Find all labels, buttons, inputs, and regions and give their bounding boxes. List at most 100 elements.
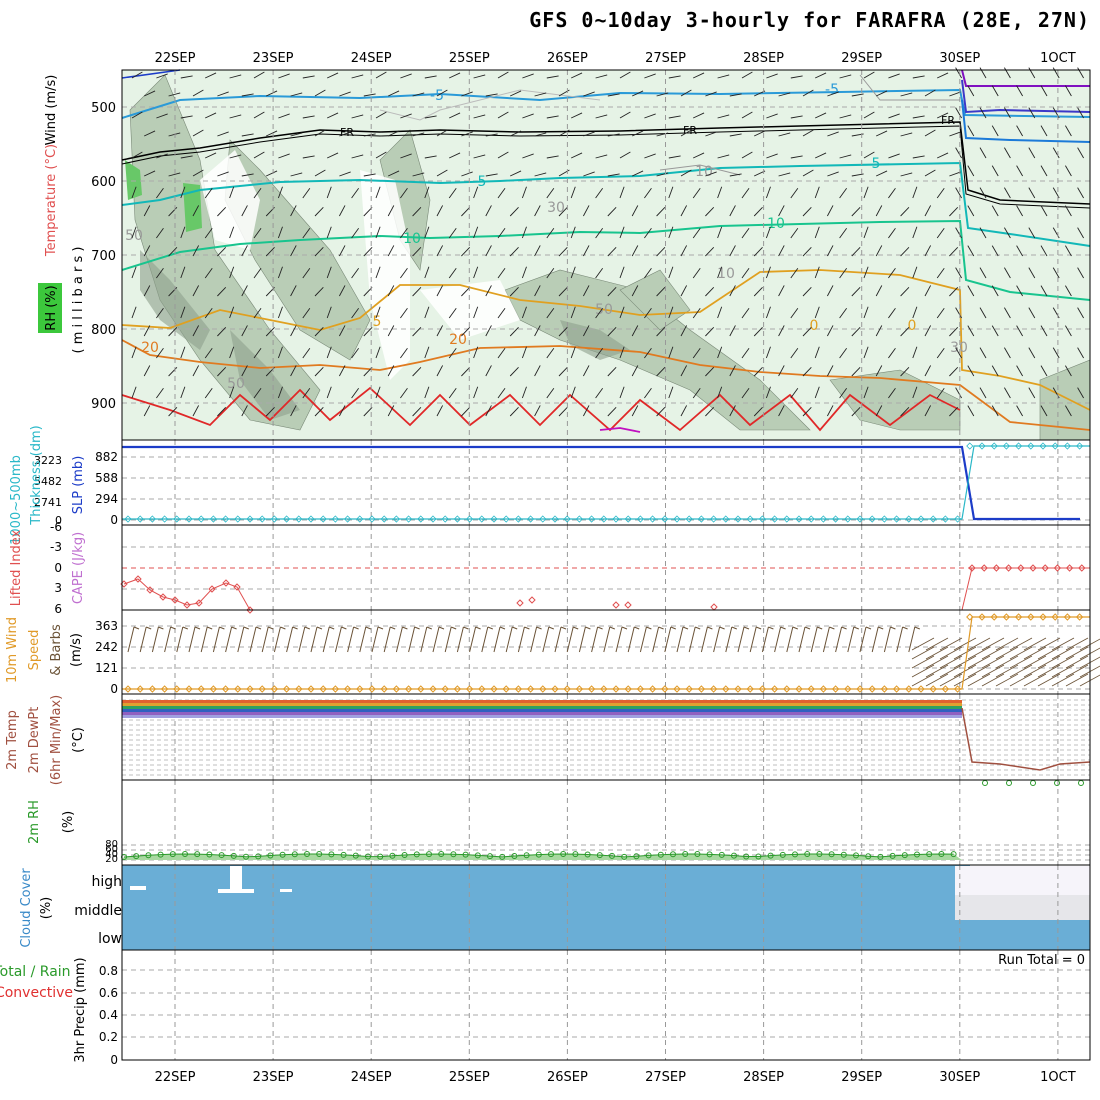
rh-marker [950,851,957,858]
wind-barb-10m [512,626,518,630]
wind-barb [949,207,959,217]
wind-barb [436,245,444,257]
wind-barb [204,268,213,279]
cloud-unit-label: (%) [39,897,54,920]
wind-barb [680,365,688,377]
wind-barb [156,228,164,239]
thickness-marker [722,515,730,523]
wind-barb [522,113,534,119]
wind-barb [912,386,918,399]
wind-barb [326,266,332,279]
wind-barb [991,365,999,377]
wind-barb-10m [768,626,774,630]
wind-barb [607,133,620,137]
wind-barb [485,93,498,97]
wind-barb [1028,387,1036,399]
wind-barb [1065,245,1072,257]
wind-barb-dense [981,646,1005,660]
wind-speed-marker [539,685,547,693]
wind-axis-label-d: (m/s) [69,633,84,667]
wind-barb [790,155,803,159]
rh-marker [279,851,286,858]
wind-barb [753,287,763,297]
wind-barb [619,71,631,79]
wind-barb [607,207,617,217]
wind-barb [424,386,430,399]
wind-barb [924,365,932,377]
wind-barb [644,228,652,239]
wind-barb-10m [463,626,469,630]
wind-barb-10m [804,626,811,630]
wind-speed-marker [490,685,498,693]
wind-barb [351,188,360,199]
thickness-marker [649,515,657,523]
rh-marker [767,852,774,859]
wind-barb-10m [475,626,481,630]
wind-barb [144,130,156,137]
wind-barb [1016,125,1023,137]
wind-barb [339,405,346,417]
isotherm-freezing [121,121,1091,205]
wind-barb [851,327,861,337]
wind-barb-dense [1065,664,1089,678]
wind-barb [863,266,869,279]
pressure-tick-label: 900 [91,397,116,412]
wind-barb [265,247,275,257]
wind-barb [668,115,681,119]
wind-barb-10m [639,626,647,653]
wind-barb-dense [1009,637,1033,651]
wind-barb-10m [536,626,542,630]
wind-barb [326,346,332,359]
pressure-axis-label: ( m i l l i b a r s ) [71,247,86,354]
wind-barb [924,169,936,177]
wind-barb [778,245,785,257]
wind-barb [143,325,151,337]
wind-barb [1028,307,1036,319]
wind-barb [168,172,181,177]
wind-barb [168,327,178,337]
wind-barb [692,388,701,399]
wind-barb-dense [995,664,1019,678]
wind-barb-10m [566,626,574,653]
wind-barb [168,92,181,97]
wind-barb [1065,165,1072,177]
wind-barb [485,133,498,137]
wind-barb [888,73,900,79]
rh-marker [499,853,506,860]
wind-barb-dense [967,655,991,669]
wind-speed-marker [234,685,242,693]
wind-barb-10m [646,626,652,630]
wind-barb [936,268,945,279]
wind-barb [204,388,213,399]
wind-barb [668,346,674,359]
wind-speed-marker [148,685,157,693]
wind-barb [900,132,913,137]
wind-barb-dense [1023,655,1047,669]
wind-barb [156,113,168,119]
wind-barb [729,205,736,217]
wind-barb [949,247,959,257]
wind-barb [979,227,987,239]
pressure-tick-label: 800 [91,323,116,338]
wind-barb [204,188,213,199]
wind-barb-10m [292,626,298,630]
wind-barb [900,207,910,217]
temp-band [122,706,962,709]
thickness-marker [1039,442,1047,450]
wind-barb [705,207,715,217]
wind-barb [1004,307,1011,319]
wind-barb [839,228,848,239]
wind-barb [814,226,820,239]
wind-axis-label-b: Speed [27,630,42,671]
wind-barb [967,325,975,337]
wind-barb [387,205,395,217]
wind-barb [534,325,541,337]
wind-barb [1077,387,1084,399]
wind-barb [168,287,178,297]
li-marker [171,596,179,604]
wind-barb [156,73,168,79]
wind-barb [595,268,604,279]
wind-barb [241,325,248,337]
wind-barb [863,306,869,319]
wind-barb [534,132,547,137]
